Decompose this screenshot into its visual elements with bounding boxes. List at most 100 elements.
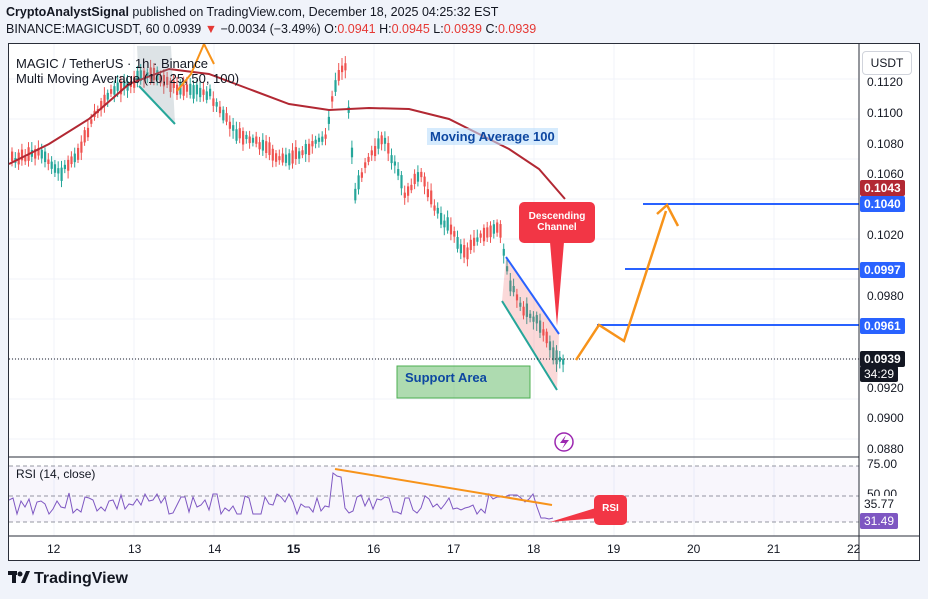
candle-body [400, 175, 403, 189]
candle-body [324, 134, 327, 139]
projection-path[interactable] [574, 210, 668, 361]
callout-text-1: Descending [528, 211, 586, 222]
candle-body [492, 224, 495, 234]
candle-body [179, 82, 182, 95]
candle-body [344, 63, 347, 71]
candle-body [218, 106, 222, 114]
candle-body [261, 139, 264, 151]
tradingview-logo-icon [8, 570, 30, 584]
time-label: 20 [687, 542, 701, 556]
price-tick: 0.1120 [867, 75, 903, 89]
early-orange-zigzag [176, 44, 215, 92]
channel-lower-line[interactable] [501, 300, 558, 391]
candle-body [331, 96, 334, 102]
candle-body [50, 161, 53, 169]
author-name[interactable]: CryptoAnalystSignal [6, 5, 129, 19]
time-label: 19 [607, 542, 621, 556]
early-channel-shape[interactable] [137, 46, 175, 124]
time-label: 15 [287, 542, 301, 556]
candle-body [512, 285, 515, 293]
candle-body [225, 113, 228, 122]
candle-body [459, 244, 462, 254]
candle-body [228, 121, 231, 129]
candle-body [288, 153, 291, 166]
candle-body [110, 89, 113, 94]
candle-body [463, 245, 466, 258]
candle-body [519, 302, 522, 307]
chart-canvas[interactable] [9, 44, 920, 561]
candle-body [479, 233, 482, 238]
candle-body [308, 143, 311, 156]
current-price-badge: 0.0939 [860, 351, 905, 367]
currency-button[interactable]: USDT [862, 51, 912, 75]
candle-body [57, 168, 60, 174]
ma-price-badge: 0.1043 [860, 180, 905, 196]
candle-body [162, 74, 165, 87]
time-label: 21 [767, 542, 781, 556]
candle-body [40, 149, 43, 159]
candle-body [136, 70, 139, 82]
ohlc-line: BINANCE:MAGICUSDT, 60 0.0939 ▼ −0.0034 (… [6, 22, 536, 36]
candle-body [245, 134, 248, 140]
candle-body [357, 175, 360, 190]
lightning-bolt-icon [560, 435, 569, 449]
rsi-callout-text: RSI [602, 503, 619, 514]
rsi-line[interactable] [9, 472, 554, 520]
callout-text-2: Channel [537, 222, 577, 233]
candle-body [232, 125, 235, 131]
candle-body [53, 164, 57, 173]
candle-body [489, 225, 492, 238]
tradingview-logo[interactable]: TradingView [8, 570, 128, 588]
candle-body [86, 127, 90, 138]
candle-body [469, 239, 472, 251]
candle-body [446, 217, 449, 231]
rsi-callout[interactable] [594, 495, 627, 525]
time-label: 12 [47, 542, 61, 556]
rsi-tick: 75.00 [867, 457, 898, 471]
candle-body [265, 141, 268, 154]
channel-upper-line[interactable] [505, 256, 560, 335]
candle-body [314, 139, 317, 144]
candle-body [182, 84, 185, 96]
moving-average-label[interactable]: Moving Average 100 [427, 128, 558, 145]
high-value: 0.0945 [391, 22, 430, 36]
candle-body [37, 147, 40, 156]
price-tick: 0.0880 [867, 442, 904, 456]
candle-body [123, 80, 126, 89]
candle-body [350, 147, 354, 158]
support-area-box[interactable] [396, 365, 531, 399]
high-label: H: [379, 22, 392, 36]
candle-body [199, 87, 202, 98]
candle-body [387, 142, 390, 154]
lightning-icon[interactable] [554, 432, 574, 452]
rsi-level-badge: 35.77 [860, 496, 899, 512]
candle-body [47, 159, 50, 165]
brand-name: TradingView [34, 570, 128, 587]
candle-body [11, 151, 14, 162]
rsi-divergence-line[interactable] [334, 468, 553, 506]
price-tick: 0.1080 [867, 137, 904, 151]
candle-body [268, 142, 271, 156]
candle-body [535, 315, 538, 324]
candle-body [44, 151, 47, 163]
candle-body [383, 137, 387, 144]
candle-body [486, 227, 489, 238]
candle-body [354, 188, 357, 201]
candle-body [113, 86, 116, 95]
chart-panel[interactable]: MAGIC / TetherUS · 1h · Binance Multi Mo… [8, 43, 920, 561]
candle-body [525, 303, 528, 317]
descending-channel-callout[interactable] [519, 202, 595, 243]
candle-body [473, 237, 476, 246]
candle-body [291, 150, 294, 164]
candle-body [532, 316, 535, 322]
candle-body [304, 143, 307, 155]
candle-body [70, 156, 73, 165]
descending-channel-shape[interactable] [502, 257, 559, 390]
low-value: 0.0939 [443, 22, 482, 36]
candle-body [301, 150, 304, 156]
candle-body [311, 141, 314, 147]
candle-body [449, 224, 453, 235]
candle-body [430, 190, 433, 205]
candle-body [552, 347, 555, 361]
low-label: L: [433, 22, 444, 36]
